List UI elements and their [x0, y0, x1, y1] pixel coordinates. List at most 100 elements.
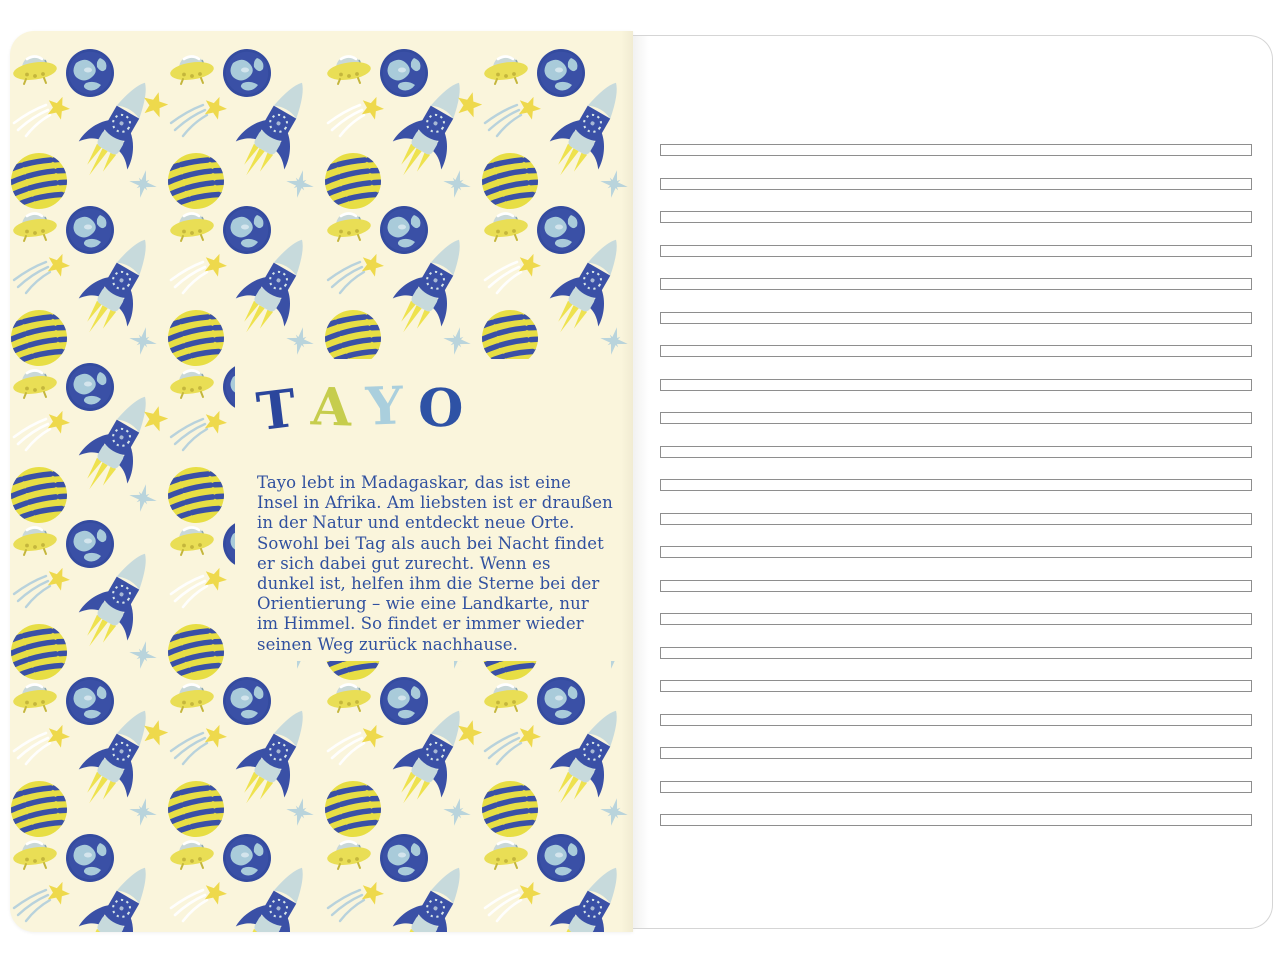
ufo-icon [10, 525, 60, 557]
earth-icon [378, 832, 430, 884]
title-letter: O [417, 377, 465, 440]
shooting-star-icon [328, 878, 387, 921]
ufo-icon [167, 54, 217, 86]
writing-line [660, 244, 1252, 257]
earth-icon [221, 832, 273, 884]
sparkle-icon [126, 481, 160, 515]
ufo-icon [167, 525, 217, 557]
striped-planet-icon [10, 460, 76, 529]
striped-planet-icon [159, 931, 233, 932]
writing-line [660, 613, 1252, 625]
writing-line [660, 144, 1252, 156]
sparkle-icon [283, 167, 317, 201]
shooting-star-icon [14, 564, 73, 607]
striped-planet-icon [159, 460, 233, 529]
earth-icon [378, 675, 430, 727]
sparkle-icon [597, 167, 631, 201]
writing-line [660, 546, 1252, 558]
sparkle-icon [126, 795, 160, 829]
shooting-star-icon [328, 721, 387, 764]
shooting-star-icon [485, 721, 544, 764]
striped-planet-icon [316, 931, 390, 932]
earth-icon [64, 832, 116, 884]
writing-line [660, 747, 1252, 759]
writing-line [660, 479, 1252, 491]
earth-icon [221, 204, 273, 256]
writing-line [660, 412, 1252, 424]
writing-line [660, 579, 1252, 592]
shooting-star-icon [171, 407, 230, 450]
striped-planet-icon [316, 774, 390, 843]
sparkle-icon [126, 638, 160, 672]
ufo-icon [167, 839, 217, 871]
ufo-icon [481, 211, 531, 243]
shooting-star-icon [14, 250, 73, 293]
ufo-icon [481, 839, 531, 871]
ufo-icon [324, 839, 374, 871]
striped-planet-icon [10, 617, 76, 686]
earth-icon [535, 675, 587, 727]
sparkle-icon [440, 324, 474, 358]
ufo-icon [324, 211, 374, 243]
writing-line [660, 311, 1252, 324]
sparkle-icon [440, 167, 474, 201]
writing-line [660, 780, 1252, 793]
striped-planet-icon [159, 774, 233, 843]
earth-icon [64, 675, 116, 727]
writing-line [660, 211, 1252, 223]
ufo-icon [167, 211, 217, 243]
earth-icon [221, 675, 273, 727]
right-page [633, 35, 1273, 929]
earth-icon [535, 832, 587, 884]
ufo-icon [10, 54, 60, 86]
writing-line [660, 445, 1252, 458]
shooting-star-icon [485, 250, 544, 293]
ufo-icon [10, 839, 60, 871]
earth-icon [535, 204, 587, 256]
sparkle-icon [126, 167, 160, 201]
shooting-star-icon [485, 878, 544, 921]
striped-planet-icon [473, 774, 547, 843]
striped-planet-icon [159, 617, 233, 686]
striped-planet-icon [159, 303, 233, 372]
ufo-icon [324, 682, 374, 714]
striped-planet-icon [10, 303, 76, 372]
title-letter: A [309, 376, 353, 439]
writing-line [660, 512, 1252, 525]
striped-planet-icon [10, 146, 76, 215]
intro-paragraph: Tayo lebt in Madagaskar, das ist eine In… [257, 473, 613, 654]
ufo-icon [167, 682, 217, 714]
shooting-star-icon [171, 721, 230, 764]
earth-icon [64, 204, 116, 256]
striped-planet-icon [159, 146, 233, 215]
shooting-star-icon [14, 878, 73, 921]
shooting-star-icon [14, 93, 73, 136]
ufo-icon [10, 368, 60, 400]
sparkle-icon [126, 324, 160, 358]
writing-line [660, 713, 1252, 726]
ufo-icon [10, 211, 60, 243]
ufo-icon [167, 368, 217, 400]
writing-line [660, 814, 1252, 826]
ufo-icon [481, 682, 531, 714]
earth-icon [64, 518, 116, 570]
earth-icon [535, 47, 587, 99]
writing-line [660, 646, 1252, 659]
striped-planet-icon [473, 931, 547, 932]
title-letter: T [253, 377, 300, 444]
writing-line [660, 378, 1252, 391]
shooting-star-icon [171, 564, 230, 607]
writing-line [660, 680, 1252, 692]
earth-icon [64, 47, 116, 99]
striped-planet-icon [10, 774, 76, 843]
ufo-icon [324, 54, 374, 86]
shooting-star-icon [171, 93, 230, 136]
sparkle-icon [597, 795, 631, 829]
shooting-star-icon [328, 93, 387, 136]
sparkle-icon [597, 324, 631, 358]
shooting-star-icon [14, 721, 73, 764]
